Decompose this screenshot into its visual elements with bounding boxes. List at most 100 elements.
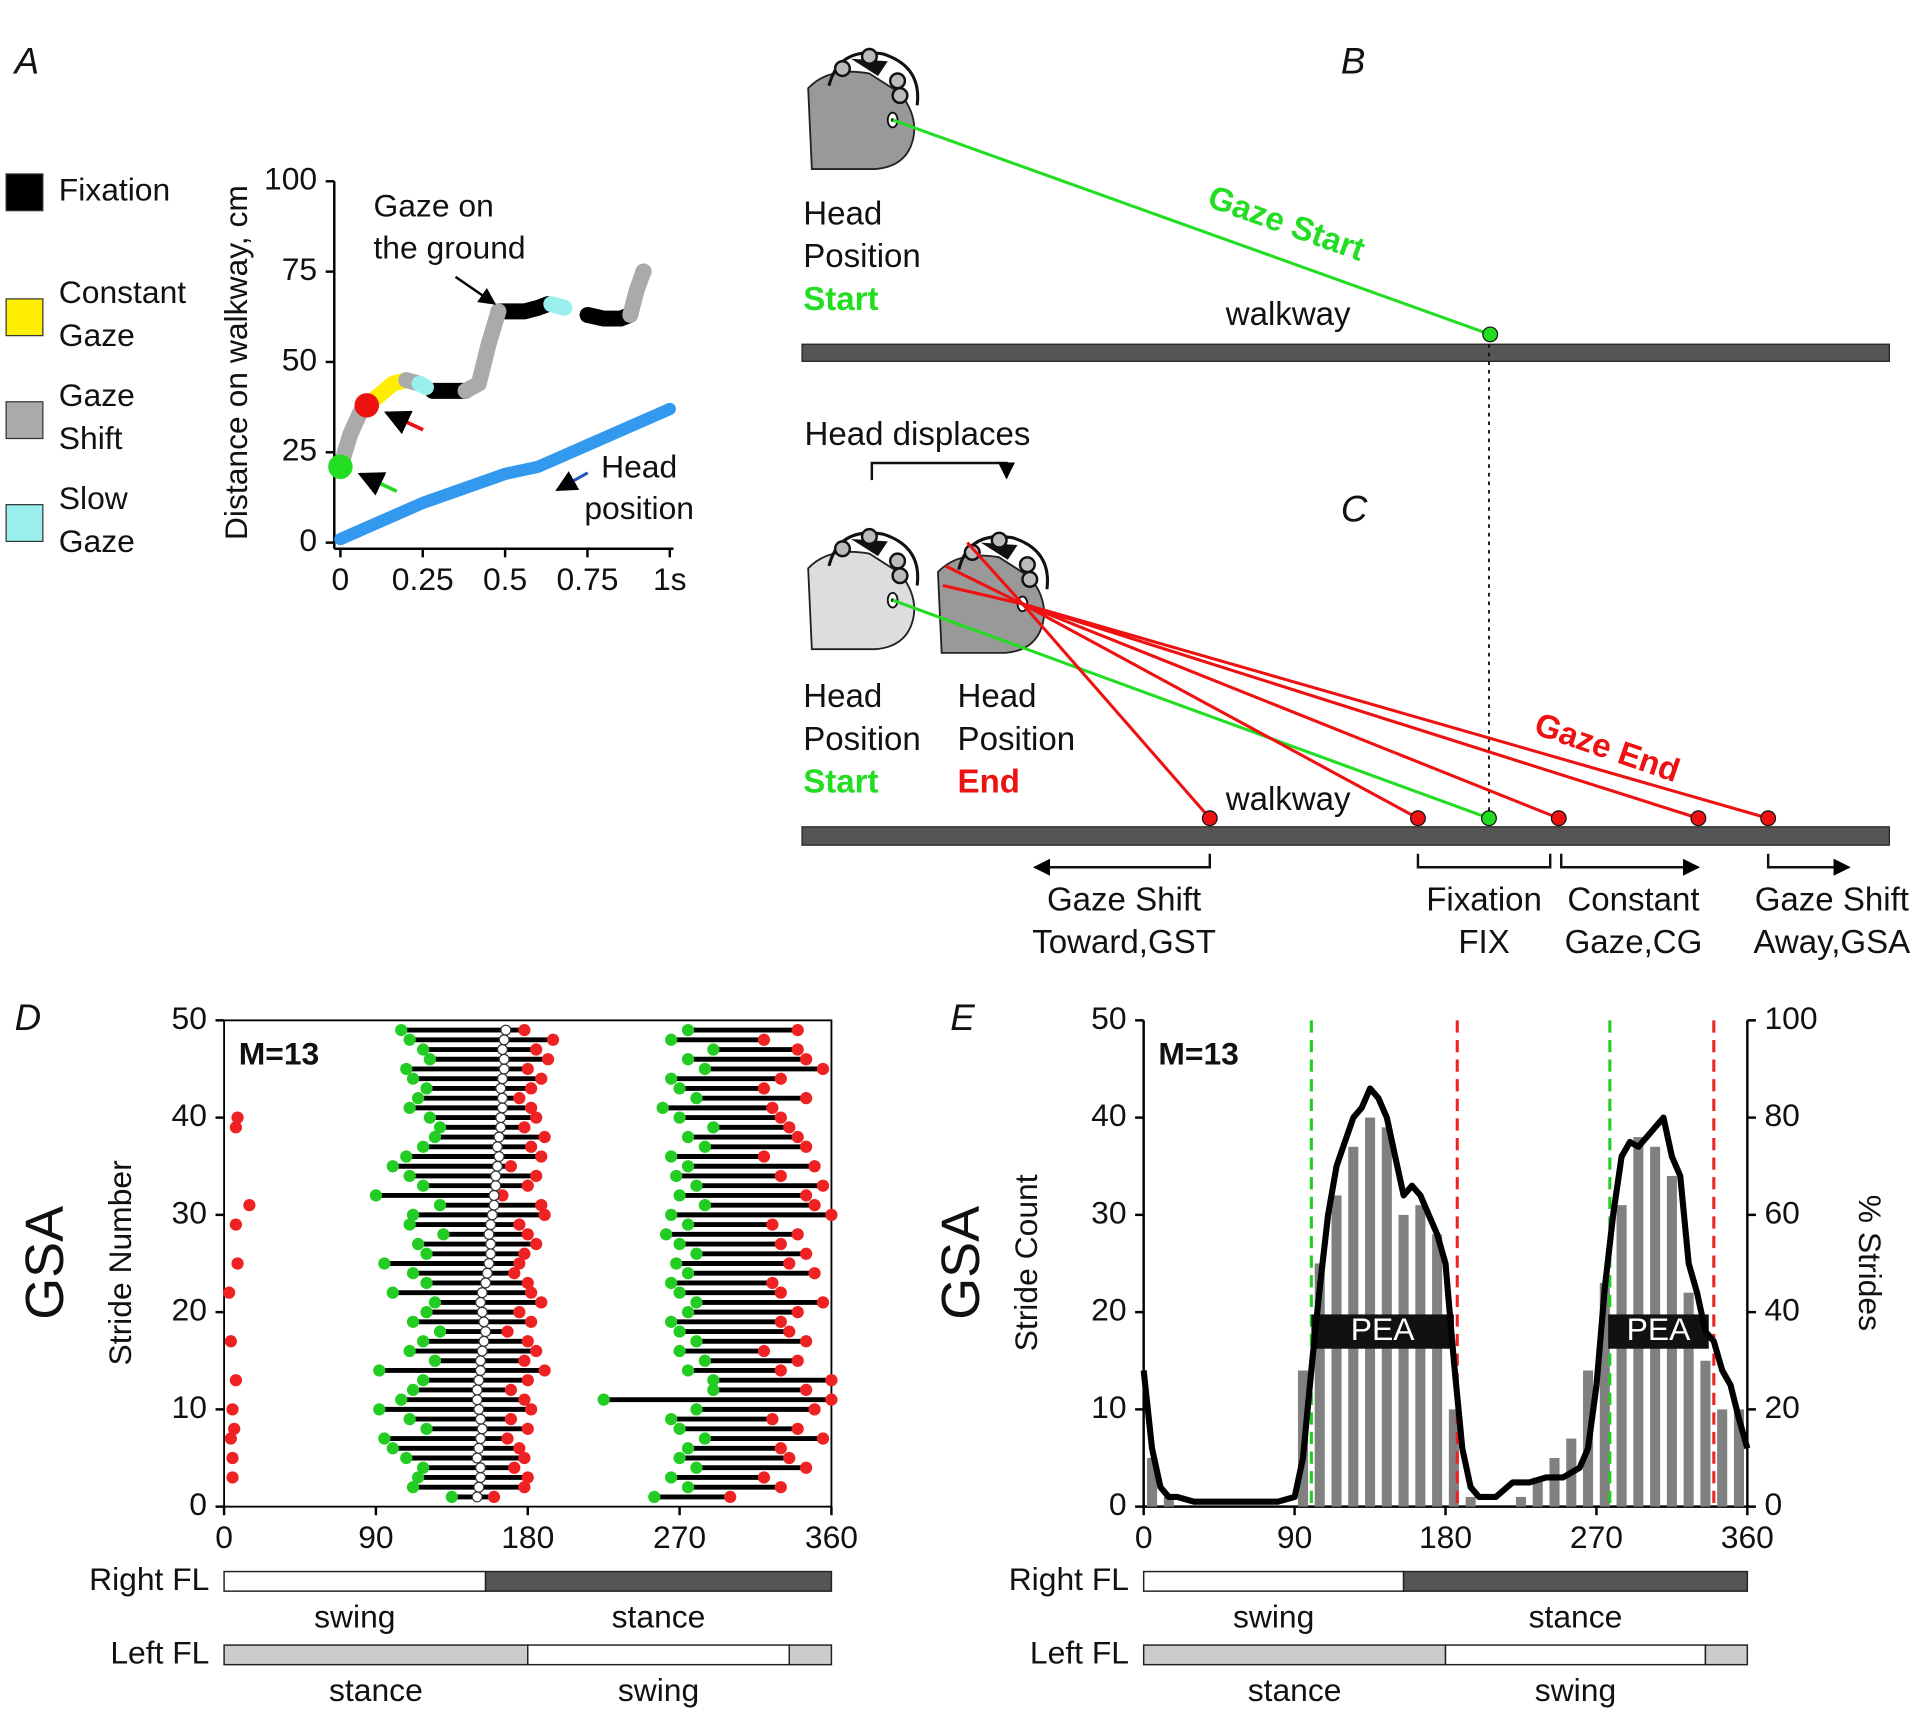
- start-dot: [670, 1169, 683, 1183]
- end-dot: [504, 1412, 518, 1426]
- end-dot: [525, 1101, 538, 1115]
- end-dot: [538, 1208, 551, 1221]
- head-state: End: [958, 764, 1020, 801]
- start-dot: [665, 1412, 678, 1426]
- y-tick-label: 100: [1764, 1000, 1817, 1036]
- y-tick-label: 0: [1764, 1486, 1782, 1522]
- end-dot: [825, 1393, 838, 1406]
- end-dot: [808, 1199, 821, 1212]
- bar: [1700, 1360, 1711, 1507]
- start-dot: [681, 1267, 695, 1280]
- marker: [354, 393, 380, 418]
- start-dot: [406, 1208, 420, 1221]
- start-dot: [411, 1471, 425, 1484]
- end-dot: [800, 1461, 813, 1474]
- bar: [1432, 1234, 1443, 1507]
- phase-label: stance: [329, 1672, 423, 1708]
- start-dot: [395, 1393, 408, 1406]
- phase-label: swing: [1535, 1672, 1616, 1708]
- start-dot: [423, 1053, 437, 1066]
- x-tick-label: 0.25: [392, 561, 454, 597]
- mean-dot: [488, 1199, 500, 1211]
- mean-dot: [475, 1462, 487, 1474]
- start-dot: [673, 1237, 686, 1251]
- end-dot: [521, 1179, 534, 1192]
- start-dot: [665, 1208, 678, 1221]
- gaze-point: [1201, 810, 1218, 827]
- end-dot: [518, 1393, 531, 1406]
- end-dot: [783, 1451, 796, 1465]
- end-dot: [525, 1403, 538, 1416]
- gaze-point: [1550, 810, 1567, 827]
- end-dot: [783, 1121, 796, 1134]
- end-dot: [800, 1335, 813, 1348]
- end-dot: [487, 1490, 501, 1504]
- start-dot: [665, 1276, 678, 1290]
- mean-dot: [493, 1131, 505, 1143]
- end-dot: [518, 1481, 531, 1494]
- start-dot: [417, 1374, 430, 1387]
- gaze-point: [1410, 810, 1426, 827]
- end-dot: [800, 1247, 813, 1260]
- end-dot: [757, 1150, 771, 1163]
- end-dot: [535, 1072, 548, 1085]
- end-dot: [518, 1247, 531, 1260]
- end-dot: [816, 1432, 830, 1445]
- end-dot: [816, 1179, 830, 1192]
- gaze-point: [1760, 810, 1777, 827]
- start-dot: [681, 1218, 695, 1231]
- gaze-line: [892, 118, 1491, 336]
- end-dot: [791, 1130, 804, 1144]
- end-dot: [513, 1257, 526, 1270]
- gaze-points: [1201, 810, 1777, 827]
- zone-label: Away,GSA: [1753, 924, 1910, 961]
- bar: [1683, 1292, 1694, 1507]
- end-dot: [774, 1111, 787, 1124]
- end-dot: [501, 1325, 514, 1338]
- phase-label: stance: [1248, 1672, 1342, 1708]
- motion-arrow: [870, 461, 1016, 481]
- start-dot: [648, 1490, 661, 1504]
- head-label: Head: [803, 195, 882, 232]
- end-dot: [791, 1422, 804, 1435]
- end-dot: [224, 1335, 237, 1348]
- start-dot: [681, 1364, 695, 1377]
- data-line: [411, 296, 573, 396]
- y-tick-label: 100: [264, 161, 317, 197]
- mean-dot: [486, 1209, 498, 1221]
- end-dot: [816, 1296, 830, 1309]
- end-dot: [226, 1471, 239, 1484]
- mean-dot: [496, 1102, 508, 1114]
- phase-segment: [484, 1570, 833, 1592]
- mean-dot: [476, 1287, 488, 1299]
- panel-label: B: [1341, 40, 1366, 81]
- end-dot: [825, 1208, 838, 1221]
- mean-dot: [491, 1160, 503, 1172]
- mean-dot: [475, 1433, 487, 1445]
- x-tick-label: 0: [1135, 1519, 1153, 1555]
- start-dot: [369, 1189, 383, 1202]
- start-dot: [420, 1082, 433, 1095]
- mean-dot: [473, 1403, 485, 1415]
- start-dot: [433, 1325, 447, 1338]
- end-dot: [231, 1111, 244, 1124]
- end-dot: [766, 1276, 779, 1290]
- zone-bracket: [1416, 853, 1552, 869]
- head-label: Position: [803, 721, 921, 758]
- y-tick-label: 25: [282, 432, 317, 468]
- start-dot: [707, 1043, 720, 1056]
- mean-dot: [488, 1189, 500, 1201]
- x-tick-label: 180: [501, 1519, 554, 1555]
- mean-dot: [483, 1228, 495, 1240]
- y-axis-label: Stride Count: [1008, 1174, 1044, 1351]
- head-label: Position: [803, 238, 921, 275]
- start-dot: [406, 1315, 420, 1328]
- end-dot: [535, 1150, 548, 1163]
- motion-label: Head displaces: [804, 416, 1030, 453]
- start-dot: [690, 1179, 703, 1192]
- band-label: PEA: [1351, 1311, 1415, 1347]
- head-label: Head: [958, 678, 1037, 715]
- mean-dot: [478, 1316, 490, 1328]
- start-dot: [378, 1432, 391, 1445]
- start-dot: [411, 1092, 425, 1105]
